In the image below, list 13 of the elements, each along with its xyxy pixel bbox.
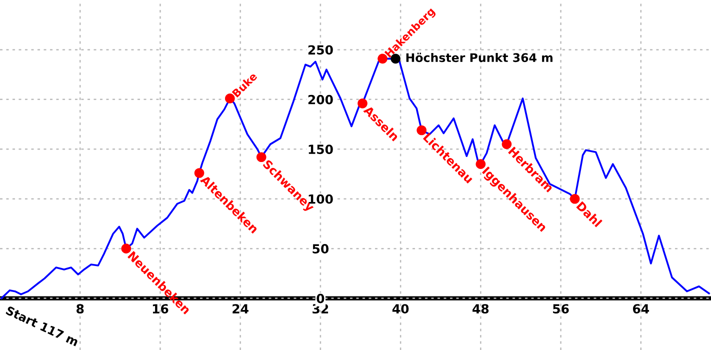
x-tick-label: 40 [392, 304, 409, 314]
y-tick-label: 50 [312, 244, 329, 254]
y-tick-label: 250 [308, 45, 333, 55]
y-tick-label: 200 [308, 94, 333, 104]
point [358, 98, 368, 108]
x-tick-label: 8 [76, 304, 84, 314]
y-tick-label: 0 [316, 294, 324, 304]
x-tick-label: 48 [472, 304, 489, 314]
x-tick-label: 24 [232, 304, 248, 314]
x-tick-label: 64 [632, 304, 650, 314]
x-tick-label: 56 [553, 304, 569, 314]
point [194, 168, 204, 178]
y-tick-label: 150 [308, 144, 333, 154]
